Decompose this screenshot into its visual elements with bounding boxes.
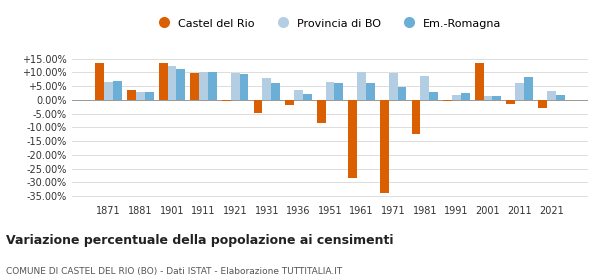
Bar bbox=[412, 100, 421, 134]
Bar bbox=[317, 100, 326, 123]
Bar bbox=[294, 90, 303, 100]
Bar bbox=[231, 73, 239, 100]
Bar bbox=[484, 96, 493, 100]
Bar bbox=[190, 73, 199, 100]
Bar bbox=[334, 83, 343, 100]
Bar bbox=[443, 100, 452, 101]
Bar bbox=[222, 100, 231, 101]
Bar bbox=[452, 95, 461, 100]
Bar bbox=[349, 100, 357, 178]
Bar bbox=[136, 92, 145, 100]
Bar bbox=[493, 96, 502, 100]
Bar bbox=[167, 66, 176, 100]
Bar bbox=[113, 81, 122, 100]
Bar bbox=[127, 90, 136, 100]
Bar bbox=[461, 93, 470, 100]
Bar bbox=[271, 83, 280, 100]
Bar bbox=[158, 63, 167, 100]
Text: COMUNE DI CASTEL DEL RIO (BO) - Dati ISTAT - Elaborazione TUTTITALIA.IT: COMUNE DI CASTEL DEL RIO (BO) - Dati IST… bbox=[6, 267, 342, 276]
Bar bbox=[556, 95, 565, 100]
Bar bbox=[208, 72, 217, 100]
Bar bbox=[429, 92, 438, 100]
Bar bbox=[398, 87, 406, 100]
Bar bbox=[176, 69, 185, 100]
Bar bbox=[262, 78, 271, 100]
Bar bbox=[145, 92, 154, 100]
Legend: Castel del Rio, Provincia di BO, Em.-Romagna: Castel del Rio, Provincia di BO, Em.-Rom… bbox=[154, 14, 506, 33]
Bar bbox=[475, 63, 484, 100]
Bar bbox=[506, 100, 515, 104]
Bar bbox=[199, 72, 208, 100]
Bar bbox=[380, 100, 389, 193]
Bar bbox=[303, 94, 311, 100]
Bar bbox=[389, 73, 398, 100]
Bar bbox=[524, 77, 533, 100]
Bar bbox=[104, 82, 113, 100]
Bar bbox=[538, 100, 547, 108]
Bar bbox=[95, 63, 104, 100]
Bar bbox=[357, 72, 366, 100]
Bar bbox=[366, 83, 375, 100]
Bar bbox=[547, 91, 556, 100]
Bar bbox=[326, 82, 334, 100]
Bar bbox=[421, 76, 429, 100]
Bar bbox=[285, 100, 294, 105]
Bar bbox=[254, 100, 262, 113]
Bar bbox=[239, 74, 248, 100]
Bar bbox=[515, 83, 524, 100]
Text: Variazione percentuale della popolazione ai censimenti: Variazione percentuale della popolazione… bbox=[6, 234, 394, 247]
